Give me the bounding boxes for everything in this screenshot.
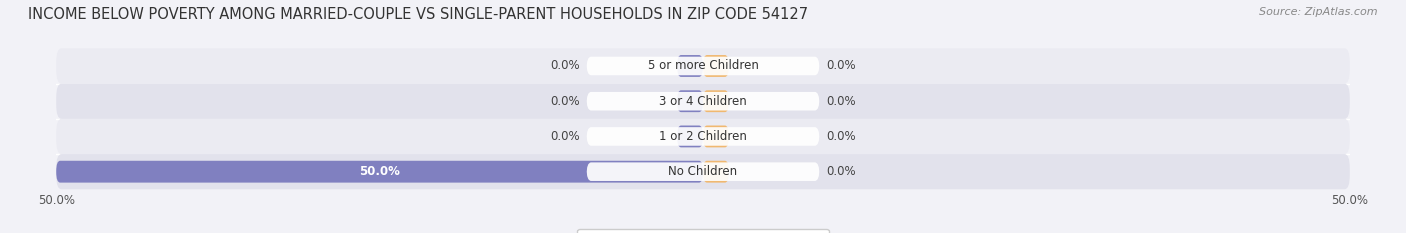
FancyBboxPatch shape — [678, 55, 703, 77]
FancyBboxPatch shape — [586, 162, 820, 181]
Text: Source: ZipAtlas.com: Source: ZipAtlas.com — [1260, 7, 1378, 17]
FancyBboxPatch shape — [703, 161, 728, 183]
Text: 0.0%: 0.0% — [825, 130, 855, 143]
FancyBboxPatch shape — [678, 126, 703, 147]
FancyBboxPatch shape — [586, 92, 820, 110]
FancyBboxPatch shape — [586, 127, 820, 146]
Text: 0.0%: 0.0% — [825, 165, 855, 178]
FancyBboxPatch shape — [56, 84, 1350, 119]
FancyBboxPatch shape — [703, 90, 728, 112]
FancyBboxPatch shape — [703, 55, 728, 77]
FancyBboxPatch shape — [678, 90, 703, 112]
Text: 0.0%: 0.0% — [825, 95, 855, 108]
Text: 50.0%: 50.0% — [359, 165, 401, 178]
Text: 0.0%: 0.0% — [551, 59, 581, 72]
Legend: Married Couples, Single Parents: Married Couples, Single Parents — [578, 229, 828, 233]
FancyBboxPatch shape — [56, 154, 1350, 189]
Text: 0.0%: 0.0% — [551, 130, 581, 143]
Text: INCOME BELOW POVERTY AMONG MARRIED-COUPLE VS SINGLE-PARENT HOUSEHOLDS IN ZIP COD: INCOME BELOW POVERTY AMONG MARRIED-COUPL… — [28, 7, 808, 22]
Text: 0.0%: 0.0% — [825, 59, 855, 72]
Text: 5 or more Children: 5 or more Children — [648, 59, 758, 72]
FancyBboxPatch shape — [56, 161, 703, 183]
Text: No Children: No Children — [668, 165, 738, 178]
FancyBboxPatch shape — [586, 57, 820, 75]
FancyBboxPatch shape — [56, 119, 1350, 154]
Text: 1 or 2 Children: 1 or 2 Children — [659, 130, 747, 143]
FancyBboxPatch shape — [703, 126, 728, 147]
Text: 0.0%: 0.0% — [551, 95, 581, 108]
FancyBboxPatch shape — [56, 48, 1350, 84]
Text: 3 or 4 Children: 3 or 4 Children — [659, 95, 747, 108]
